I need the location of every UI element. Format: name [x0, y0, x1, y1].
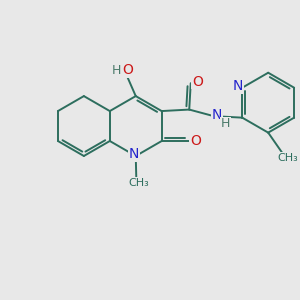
- Text: N: N: [232, 79, 243, 93]
- Text: N: N: [129, 148, 140, 161]
- Text: H: H: [112, 64, 121, 77]
- Text: O: O: [122, 63, 133, 77]
- Text: CH₃: CH₃: [128, 178, 149, 188]
- Text: H: H: [221, 117, 230, 130]
- Text: CH₃: CH₃: [277, 153, 298, 163]
- Text: O: O: [190, 134, 201, 148]
- Text: O: O: [192, 75, 203, 89]
- Text: N: N: [212, 108, 222, 122]
